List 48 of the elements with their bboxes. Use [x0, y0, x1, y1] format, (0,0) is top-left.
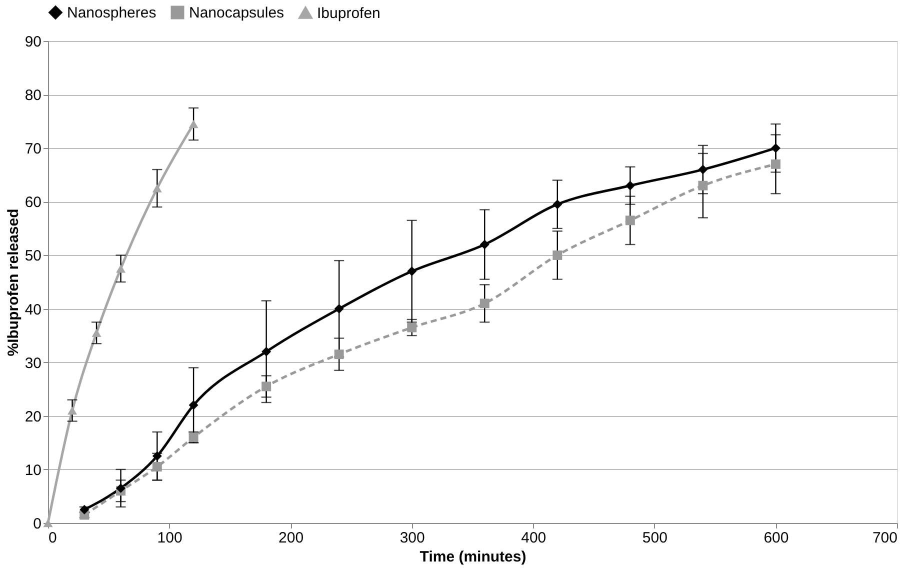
- point: [625, 180, 635, 190]
- y-tick-label: 30: [24, 354, 42, 372]
- y-tick-label: 20: [24, 408, 42, 426]
- point: [152, 184, 162, 192]
- point: [188, 120, 198, 128]
- point: [407, 322, 417, 332]
- point: [552, 250, 562, 260]
- point: [116, 264, 126, 273]
- point: [152, 451, 162, 461]
- x-tick-label: 400: [521, 530, 546, 546]
- point: [92, 328, 102, 337]
- x-tick-label: 200: [278, 530, 304, 546]
- y-axis-title: %Ibuprofen released: [4, 208, 22, 356]
- point: [334, 350, 344, 360]
- x-tick-label: 100: [157, 530, 182, 546]
- y-tick-label: 50: [24, 248, 42, 265]
- y-tick-label: 0: [33, 516, 42, 532]
- legend-label: Nanocapsules: [189, 4, 284, 22]
- y-tick-label: 80: [24, 87, 42, 104]
- point: [262, 382, 272, 392]
- x-tick-label: 0: [48, 530, 57, 546]
- legend-label: Nanospheres: [67, 4, 156, 22]
- x-tick-label: 500: [642, 530, 668, 546]
- y-tick-label: 10: [24, 462, 42, 479]
- point: [770, 143, 780, 153]
- legend-label: Ibuprofen: [317, 4, 380, 22]
- point: [770, 159, 780, 169]
- point: [152, 462, 162, 472]
- point: [334, 304, 344, 314]
- x-tick-label: 600: [764, 530, 789, 546]
- point: [68, 406, 77, 415]
- point: [698, 180, 708, 190]
- y-tick-label: 90: [24, 34, 42, 50]
- point: [625, 216, 635, 226]
- point: [262, 346, 272, 356]
- y-tick-label: 40: [24, 301, 42, 318]
- point: [480, 240, 490, 250]
- point: [407, 266, 417, 276]
- point: [698, 164, 708, 174]
- point: [480, 298, 490, 308]
- y-tick-label: 70: [24, 140, 42, 158]
- x-tick-label: 700: [872, 530, 898, 546]
- y-tick-label: 60: [24, 194, 42, 212]
- point: [188, 400, 198, 410]
- x-axis-title: Time (minutes): [420, 548, 526, 566]
- point: [552, 200, 562, 210]
- point: [116, 483, 126, 493]
- x-tick-label: 300: [400, 530, 425, 546]
